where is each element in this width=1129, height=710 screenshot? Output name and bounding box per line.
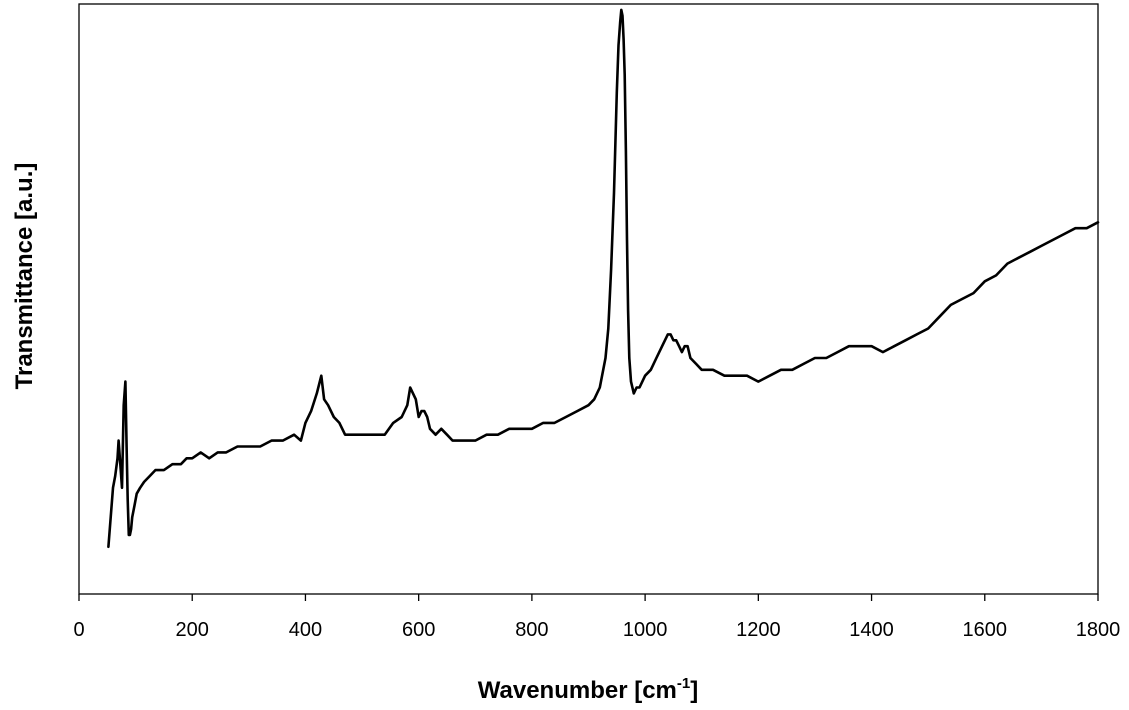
x-axis-title: Wavenumber [cm-1]: [478, 675, 699, 704]
x-tick-label: 1800: [1076, 619, 1121, 641]
x-tick-label: 1200: [736, 619, 781, 641]
y-axis-title: Transmittance [a.u.]: [11, 163, 38, 390]
x-axis-title-superscript: -1: [677, 675, 690, 692]
x-tick-label: 1000: [623, 619, 668, 641]
plot-area-frame: [78, 3, 1099, 595]
spectrum-series-line: [107, 8, 1100, 549]
x-tick-label: 400: [289, 619, 322, 641]
x-tick-label: 1400: [849, 619, 894, 641]
x-tick-label: 800: [515, 619, 548, 641]
x-axis-ticks: [78, 594, 1099, 601]
x-axis-tick-labels: 0 200 400 600 800 1000 1200 1400 1600 1800: [73, 619, 1120, 641]
x-tick-label: 1600: [963, 619, 1008, 641]
x-tick-label: 0: [73, 619, 84, 641]
x-tick-label: 200: [176, 619, 209, 641]
x-tick-label: 600: [402, 619, 435, 641]
